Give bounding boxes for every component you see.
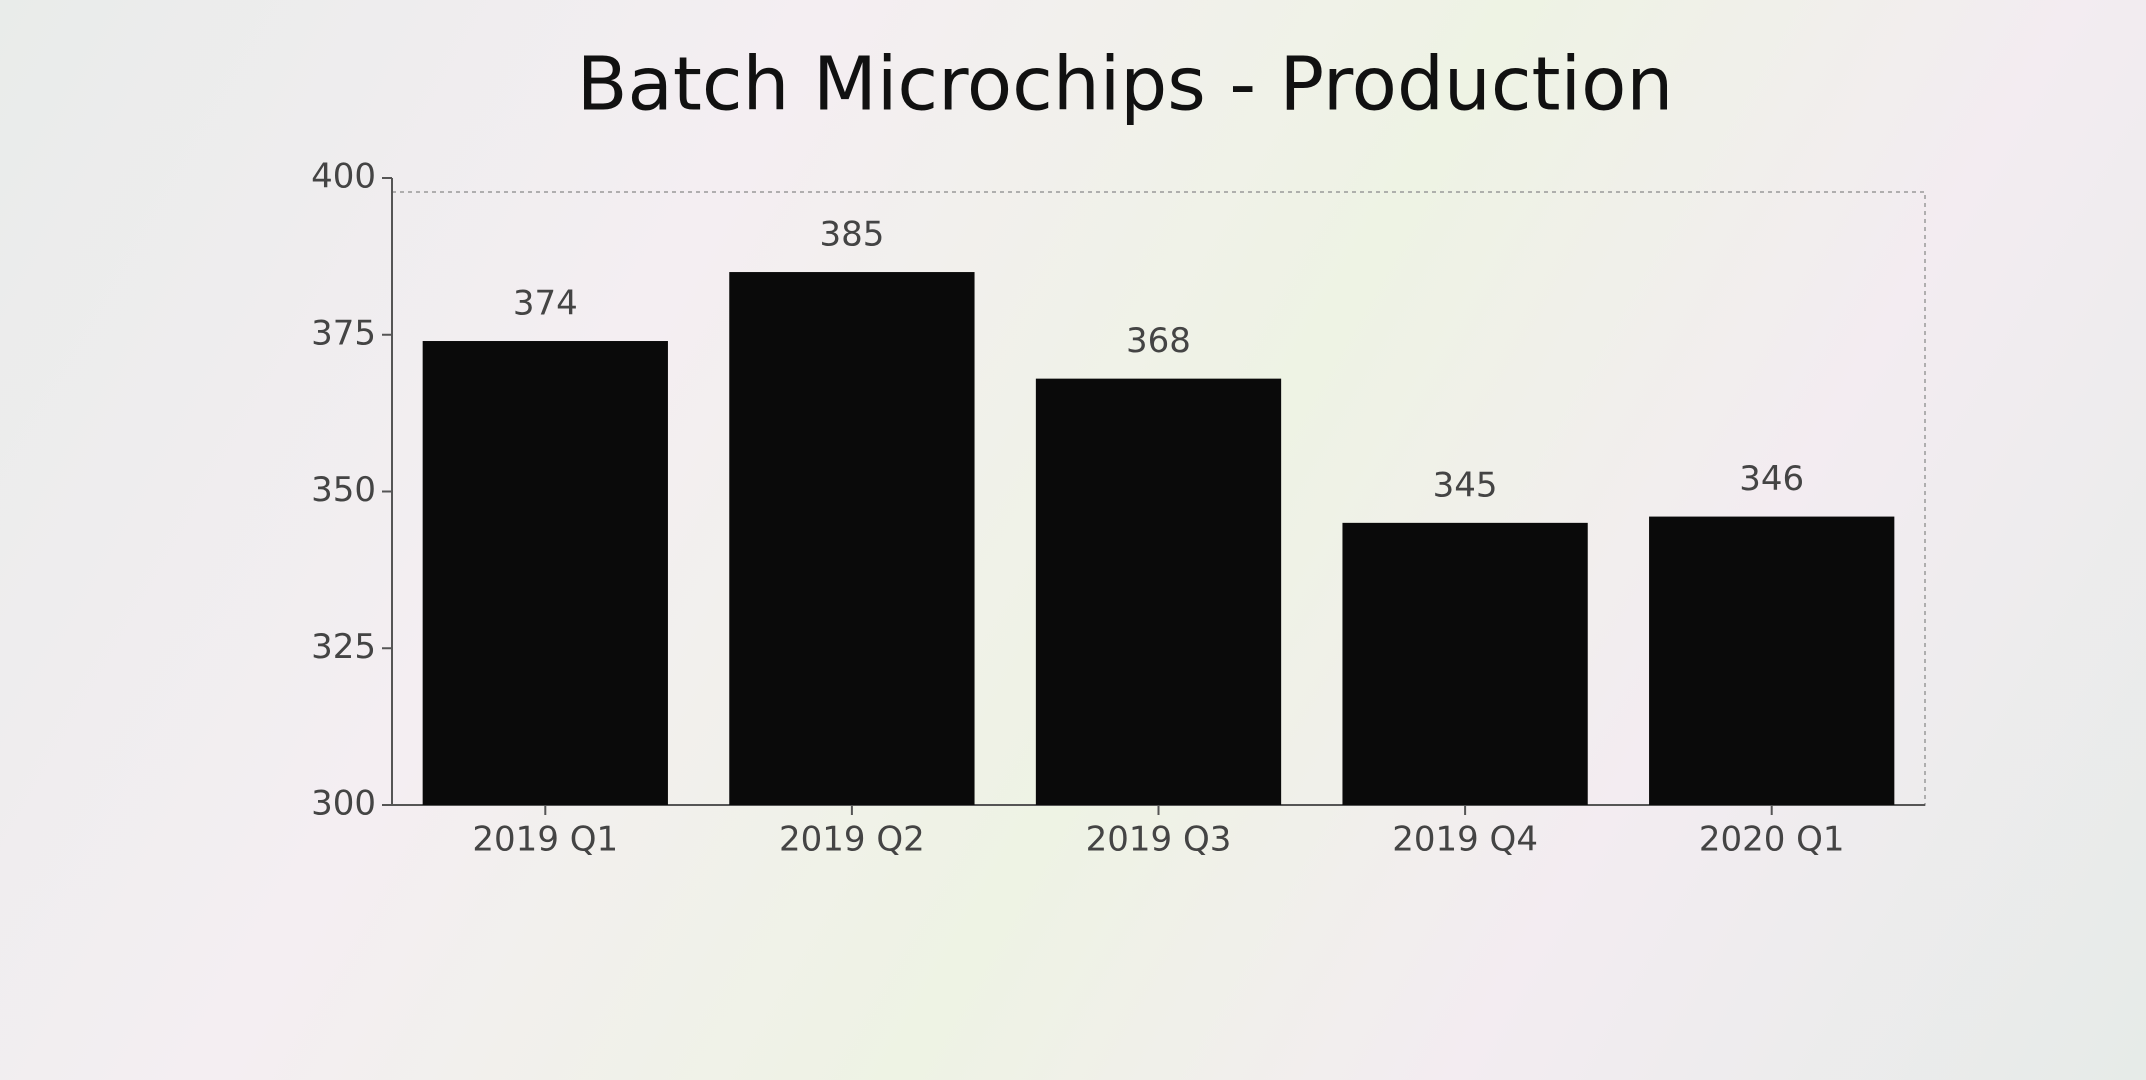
x-tick-label: 2020 Q1 xyxy=(1699,820,1845,860)
x-tick-label: 2019 Q1 xyxy=(472,820,618,860)
value-label: 385 xyxy=(819,215,884,255)
bar xyxy=(422,341,668,805)
x-tick-label: 2019 Q3 xyxy=(1086,820,1232,860)
y-tick-label: 400 xyxy=(311,157,376,197)
value-label: 374 xyxy=(513,284,578,324)
value-label: 346 xyxy=(1739,459,1804,499)
chart-title: Batch Microchips - Production xyxy=(577,42,1674,128)
value-label: 368 xyxy=(1126,321,1191,361)
y-tick-label: 325 xyxy=(311,627,376,667)
bar xyxy=(729,272,975,805)
value-label: 345 xyxy=(1433,465,1498,505)
x-tick-label: 2019 Q4 xyxy=(1392,820,1538,860)
bar xyxy=(1649,516,1895,805)
bar xyxy=(1035,378,1282,805)
bar xyxy=(1342,522,1588,805)
y-tick-label: 350 xyxy=(311,470,376,510)
x-tick-label: 2019 Q2 xyxy=(779,820,925,860)
y-tick-label: 300 xyxy=(311,784,376,824)
y-tick-label: 375 xyxy=(311,313,376,353)
